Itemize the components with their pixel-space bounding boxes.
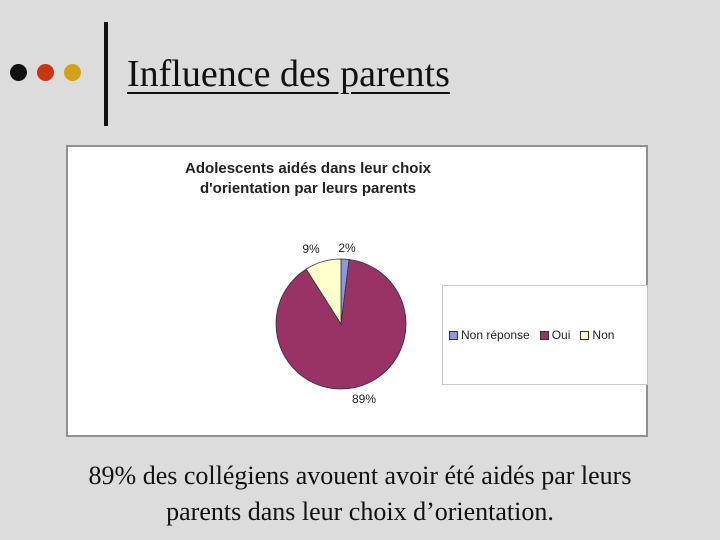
pie-slice-non	[305, 258, 342, 326]
legend-label: Non réponse	[461, 328, 530, 342]
pie-data-label: 9%	[302, 242, 320, 256]
pie-chart: 2% 89% 9%	[275, 241, 407, 406]
legend-item: Oui	[539, 328, 571, 342]
slide-title: Influence des parents	[127, 53, 450, 95]
slide-caption: 89% des collégiens avouent avoir été aid…	[30, 458, 690, 530]
title-divider	[104, 22, 108, 126]
chart-panel: Adolescents aidés dans leur choix d'orie…	[66, 145, 648, 437]
bullet-dot-gold	[64, 64, 81, 81]
chart-legend: Non réponse Oui Non	[442, 285, 648, 385]
legend-swatch	[449, 330, 458, 340]
legend-label: Non	[592, 328, 615, 342]
legend-item: Non	[580, 328, 614, 342]
caption-line-1: 89% des collégiens avouent avoir été aid…	[88, 461, 632, 490]
caption-line-2: parents dans leur choix d’orientation.	[166, 497, 554, 526]
legend-items: Non réponse Oui Non	[449, 328, 614, 342]
legend-item: Non réponse	[449, 328, 530, 342]
bullet-dot-red	[37, 64, 54, 81]
legend-swatch	[539, 330, 549, 340]
pie-data-label: 2%	[338, 241, 356, 255]
bullet-dot-black	[10, 64, 27, 81]
pie-data-label: 89%	[352, 392, 376, 406]
legend-swatch	[580, 330, 590, 340]
chart-title: Adolescents aidés dans leur choix d'orie…	[185, 160, 431, 197]
legend-label: Oui	[551, 328, 571, 342]
bullet-dots	[10, 64, 81, 81]
